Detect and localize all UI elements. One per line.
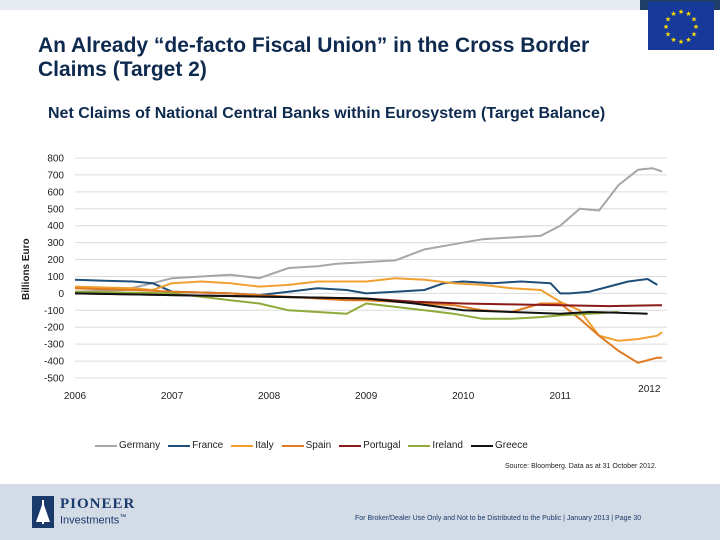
y-tick-label: 800	[47, 154, 64, 165]
x-tick-label: 2009	[355, 391, 378, 402]
eu-star-icon: ★	[665, 31, 671, 39]
legend-item: France	[168, 440, 223, 451]
series-line-germany	[74, 167, 663, 293]
legend-item: Portugal	[339, 440, 400, 451]
legend-swatch	[95, 444, 117, 447]
eu-star-icon: ★	[678, 38, 684, 46]
eu-star-icon: ★	[691, 31, 697, 39]
logo-name: PIONEER	[60, 495, 136, 512]
x-tick-label: 2006	[64, 391, 87, 402]
legend-label: France	[192, 440, 224, 451]
legend-label: Greece	[495, 440, 528, 451]
eu-star-icon: ★	[663, 23, 669, 31]
top-band	[0, 0, 720, 10]
legend-item: Italy	[231, 440, 274, 451]
pioneer-mark-icon	[32, 496, 54, 528]
logo-sub-line: Investments™	[60, 511, 135, 528]
legend-swatch	[231, 444, 254, 447]
y-tick-label: 400	[47, 221, 64, 232]
logo-sub: Investments	[60, 514, 120, 527]
legend-item: Spain	[281, 440, 332, 451]
footer-band	[0, 484, 720, 540]
x-tick-label: 2008	[258, 391, 281, 402]
legend-swatch	[168, 444, 191, 447]
eu-star-icon: ★	[665, 16, 671, 24]
legend-label: Germany	[119, 440, 161, 451]
legend-label: Spain	[305, 440, 332, 451]
y-tick-label: 200	[47, 255, 64, 266]
eu-stars: ★★★★★★★★★ ★ ★★	[663, 8, 699, 46]
series-line-greece	[74, 292, 648, 315]
chart-subtitle: Net Claims of National Central Banks wit…	[48, 105, 606, 122]
target-balance-chart: 800 700 600 500 400 300 200 100 0 -100 -200 -300 -40…	[44, 154, 667, 402]
logo-tm: ™	[119, 513, 127, 521]
x-tick-label: 2010	[452, 391, 475, 402]
y-tick-label: -100	[44, 306, 64, 317]
chart-legend: Germany France Italy Spain Portugal Ireland Gr…	[95, 440, 528, 451]
legend-item: Greece	[471, 440, 528, 451]
eu-star-icon: ★	[685, 10, 691, 18]
pioneer-logo: PIONEER Investments™	[32, 494, 172, 530]
y-tick-label: 600	[47, 187, 64, 198]
eu-star-icon: ★	[670, 36, 676, 44]
eu-star-icon: ★	[691, 16, 697, 24]
legend-label: Ireland	[432, 440, 463, 451]
legend-label: Portugal	[363, 440, 401, 451]
x-tick-label: 2011	[549, 391, 571, 402]
page-title: An Already “de-facto Fiscal Union” in th…	[38, 34, 590, 81]
y-tick-label: 100	[47, 272, 64, 283]
x-tick-label: 2012	[638, 384, 661, 395]
y-tick-label: 0	[58, 289, 64, 300]
x-tick-label: 2007	[161, 391, 184, 402]
legend-item: Ireland	[408, 440, 463, 451]
legend-swatch	[339, 444, 362, 447]
eu-star-icon: ★	[670, 10, 676, 18]
legend-label: Italy	[255, 440, 274, 451]
source-note: Source: Bloomberg. Data as at 31 October…	[505, 463, 657, 470]
eu-star-icon: ★	[685, 36, 691, 44]
eu-star-icon: ★	[678, 8, 684, 16]
y-tick-label: 700	[47, 170, 64, 181]
y-tick-label: -400	[44, 357, 64, 368]
y-tick-label: 300	[47, 238, 64, 249]
legend-item: Germany	[95, 440, 160, 451]
y-tick-label: -500	[44, 374, 64, 385]
y-tick-label: 500	[47, 204, 64, 215]
eu-flag-icon: ★ ★ ★ ★ ★ ★ ★ ★ ★ ★ ★ ★	[648, 2, 714, 50]
series-line-ireland	[74, 290, 619, 320]
legend-swatch	[281, 444, 304, 447]
footer-disclaimer: For Broker/Dealer Use Only and Not to be…	[355, 515, 642, 522]
y-tick-label: -200	[44, 323, 64, 334]
eu-star-icon: ★	[693, 23, 699, 31]
legend-swatch	[471, 444, 493, 447]
legend-swatch	[408, 444, 431, 447]
y-tick-label: -300	[44, 340, 64, 351]
